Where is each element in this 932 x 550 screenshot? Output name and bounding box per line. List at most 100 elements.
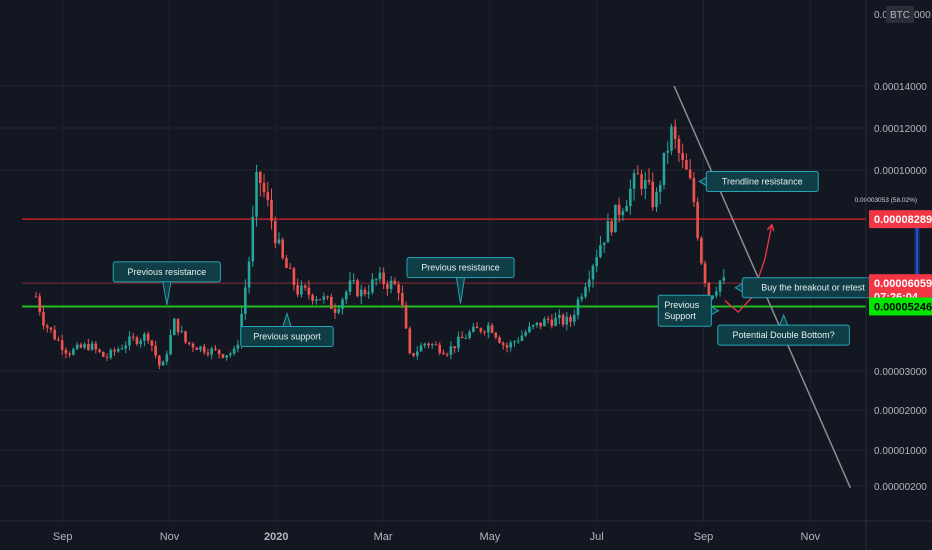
top-axis-label-group: 0.0 BTC 000 — [874, 6, 931, 23]
candle-up — [143, 333, 146, 341]
candle-up — [513, 341, 516, 343]
candle-up — [255, 171, 258, 217]
candle-down — [273, 220, 277, 244]
candle-up — [210, 348, 213, 355]
annotation-text: Previous support — [253, 332, 321, 342]
candle-down — [217, 349, 221, 355]
candle-down — [318, 299, 322, 301]
candle-down — [258, 171, 262, 183]
candle-down — [460, 336, 464, 339]
candle-down — [707, 282, 711, 299]
time-tick-label: Mar — [374, 531, 393, 543]
candle-down — [303, 285, 307, 288]
candle-down — [404, 305, 408, 329]
candle-up — [124, 345, 128, 349]
top-axis-label-suffix: 000 — [914, 10, 931, 21]
candle-down — [270, 199, 273, 221]
candle-down — [561, 315, 565, 325]
candle-down — [184, 331, 187, 343]
candle-down — [442, 352, 445, 355]
price-label-bg — [869, 210, 932, 229]
price-axis[interactable]: 0.00014000 0.00012000 0.00010000 0.00003000… — [869, 82, 932, 493]
candle-up — [516, 340, 520, 342]
price-label-badge: 0.00005246 — [869, 297, 932, 316]
candle-down — [98, 349, 101, 352]
candle-up — [520, 335, 524, 341]
candle-up — [718, 280, 722, 292]
candle-down — [617, 204, 621, 216]
candle-up — [199, 346, 202, 350]
candle-down — [640, 174, 643, 189]
price-label-bg — [869, 297, 932, 316]
time-tick-label: Sep — [53, 531, 73, 543]
time-axis[interactable]: Sep Nov 2020 Mar May Jul Sep Nov — [53, 531, 821, 543]
annotations: Previous resistance Previous support Previ… — [112, 170, 885, 348]
candle-down — [296, 284, 299, 295]
candle-down — [453, 346, 456, 349]
candle-down — [685, 160, 688, 170]
candle-down — [501, 342, 505, 346]
candle-down — [382, 272, 385, 285]
candle-up — [715, 291, 718, 296]
measure-label: 0.00003053 (58.02%) — [855, 197, 918, 204]
candle-up — [614, 204, 617, 233]
candle-up — [468, 331, 471, 338]
time-tick-label: May — [480, 531, 501, 543]
candle-up — [251, 216, 255, 262]
candle-up — [576, 299, 580, 316]
candle-down — [221, 354, 225, 358]
candle-up — [244, 287, 247, 314]
candle-down — [475, 326, 479, 329]
candle-down — [38, 296, 42, 312]
candle-up — [558, 315, 561, 318]
time-tick-label: Nov — [801, 531, 821, 543]
candle-down — [490, 325, 494, 333]
candle-down — [288, 268, 292, 270]
candle-up — [572, 315, 576, 322]
candle-down — [68, 353, 71, 355]
candle-up — [423, 343, 427, 346]
candle-up — [643, 179, 647, 189]
candle-down — [281, 239, 285, 258]
candle-up — [632, 173, 636, 189]
candle-up — [83, 344, 86, 348]
candle-down — [101, 351, 105, 357]
chart-grid — [0, 0, 866, 521]
candle-up — [367, 292, 370, 294]
candle-up — [584, 287, 587, 297]
top-axis-label: 0.0 — [874, 10, 888, 21]
candle-up — [430, 344, 434, 346]
candle-up — [277, 239, 281, 244]
candle-up — [509, 342, 513, 348]
candle-down — [700, 238, 703, 264]
candle-up — [565, 316, 569, 325]
candle-down — [176, 318, 180, 333]
candle-down — [408, 328, 412, 354]
candle-down — [154, 345, 157, 356]
candle-down — [262, 182, 266, 193]
candle-down — [45, 325, 49, 328]
candle-down — [401, 292, 404, 306]
candle-up — [116, 349, 120, 352]
annotation-text: Previous — [664, 300, 700, 310]
candle-down — [79, 344, 83, 348]
candle-up — [229, 353, 232, 356]
candle-down — [703, 263, 707, 283]
candle-down — [550, 319, 554, 326]
price-label-text: 0.00005246 — [874, 302, 932, 314]
candle-up — [371, 279, 374, 293]
annotation-text: Previous resistance — [421, 263, 500, 273]
candle-down — [292, 268, 296, 285]
candle-up — [621, 211, 625, 216]
candle-up — [169, 335, 172, 355]
candle-up — [315, 299, 318, 301]
candle-down — [158, 355, 161, 366]
candle-up — [161, 361, 165, 366]
candle-down — [202, 346, 206, 353]
candle-up — [658, 184, 662, 192]
annotation-pointer — [698, 176, 707, 187]
price-tick-label: 0.00000200 — [874, 482, 927, 493]
price-label-text: 0.00006059 — [874, 278, 932, 290]
candle-down — [498, 337, 501, 343]
